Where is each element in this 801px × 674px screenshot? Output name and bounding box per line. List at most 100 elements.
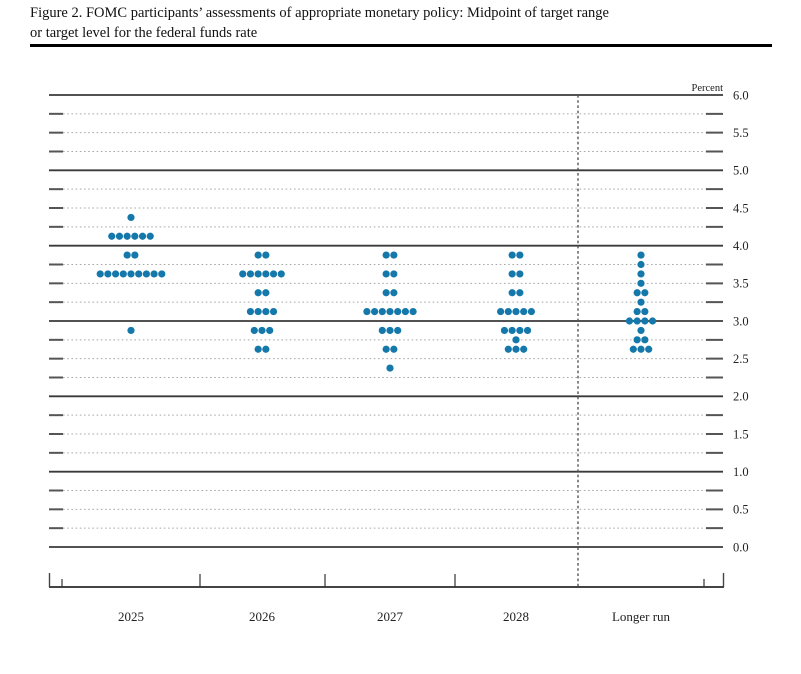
projection-dot-2027-2.875 (394, 326, 402, 335)
percent-axis-label: Percent (692, 83, 724, 94)
projection-dot-2028-3.125 (512, 307, 520, 316)
projection-dot-longer-run-3.75 (637, 260, 645, 269)
projection-dot-longer-run-2.625 (645, 345, 653, 353)
projection-dot-2025-4.125 (115, 232, 124, 240)
projection-dot-2028-2.875 (516, 326, 524, 335)
y-tick-label-5.5: 5.5 (733, 126, 749, 140)
projection-dot-longer-run-3.375 (641, 289, 649, 297)
projection-dot-2026-3.625 (254, 270, 262, 278)
projection-dot-2026-3.625 (262, 270, 270, 278)
projection-dot-2025-4.125 (131, 232, 139, 240)
projection-dot-2026-3.125 (254, 307, 262, 316)
projection-dot-2027-3.125 (378, 307, 386, 316)
projection-dot-longer-run-3.625 (637, 270, 645, 278)
projection-dot-longer-run-3 (633, 317, 641, 325)
projection-dot-2027-3.125 (409, 307, 417, 316)
projection-dot-longer-run-2.625 (629, 345, 637, 353)
projection-dot-2025-2.875 (127, 326, 135, 335)
y-tick-label-6.0: 6.0 (733, 88, 749, 102)
figure-title-line2: or target level for the federal funds ra… (30, 24, 258, 41)
projection-dot-2025-3.625 (104, 270, 112, 278)
projection-dot-longer-run-2.625 (637, 345, 645, 353)
y-tick-label-2.0: 2.0 (733, 390, 749, 404)
projection-dot-2028-3.875 (516, 251, 524, 259)
projection-dot-2027-2.875 (386, 326, 394, 335)
x-category-label-2026: 2026 (249, 609, 276, 624)
projection-dot-longer-run-3 (648, 317, 657, 325)
projection-dot-2025-3.625 (142, 270, 150, 278)
dot-column-2026 (239, 251, 285, 353)
projection-dot-2025-3.625 (135, 270, 143, 278)
projection-dot-2026-3.625 (239, 270, 247, 278)
projection-dot-2028-3.125 (520, 307, 528, 316)
projection-dot-2026-3.125 (269, 307, 278, 316)
projection-dot-2025-3.625 (112, 270, 120, 278)
projection-dot-2028-2.625 (512, 345, 520, 353)
projection-dot-2027-3.875 (382, 251, 390, 259)
title-divider-rule (30, 44, 772, 47)
y-tick-label-1.5: 1.5 (733, 427, 749, 441)
projection-dot-2025-3.875 (123, 251, 131, 259)
projection-dot-2027-3.375 (382, 289, 390, 297)
projection-dot-2026-3.625 (269, 270, 278, 278)
projection-dot-2028-3.625 (516, 270, 524, 278)
dot-column-2025 (96, 213, 166, 335)
y-tick-label-0.5: 0.5 (733, 503, 749, 517)
projection-dot-2026-2.875 (250, 326, 258, 335)
y-tick-label-4.5: 4.5 (733, 201, 749, 215)
projection-dot-longer-run-2.875 (637, 326, 645, 335)
projection-dot-2028-3.625 (508, 270, 516, 278)
projection-dot-2025-4.125 (138, 232, 147, 240)
projection-dot-2025-4.125 (108, 232, 116, 240)
projection-dot-2026-3.625 (246, 270, 255, 278)
projection-dot-2027-3.875 (390, 251, 398, 259)
x-category-label-longer-run: Longer run (612, 609, 671, 624)
y-tick-label-0.0: 0.0 (733, 540, 749, 554)
projection-dot-longer-run-3.875 (637, 251, 645, 259)
projection-dot-2028-3.125 (527, 307, 536, 316)
y-tick-label-3.5: 3.5 (733, 277, 749, 291)
figure-title-line1: Figure 2. FOMC participants’ assessments… (30, 5, 609, 21)
x-category-label-2025: 2025 (118, 609, 144, 624)
projection-dot-2026-2.875 (258, 326, 266, 335)
projection-dot-2027-2.875 (378, 326, 386, 335)
projection-dot-2025-3.625 (150, 270, 158, 278)
x-category-label-2027: 2027 (377, 609, 404, 624)
y-tick-label-4.0: 4.0 (733, 239, 749, 253)
projection-dot-2027-3.125 (363, 307, 371, 316)
projection-dot-2027-3.125 (371, 307, 379, 316)
projection-dot-2028-3.875 (508, 251, 516, 259)
projection-dot-2027-3.125 (394, 307, 402, 316)
projection-dot-2027-2.375 (386, 364, 394, 372)
projection-dot-2025-3.875 (131, 251, 139, 259)
projection-dot-2025-4.375 (127, 213, 135, 222)
projection-dot-2026-3.875 (262, 251, 270, 259)
projection-dot-2026-2.625 (262, 345, 270, 353)
projection-dot-2025-3.625 (127, 270, 135, 278)
projection-dot-2026-3.875 (254, 251, 262, 259)
projection-dot-longer-run-3.5 (637, 279, 645, 287)
projection-dot-2027-3.625 (382, 270, 390, 278)
projection-dot-2028-3.125 (504, 307, 512, 316)
y-tick-label-2.5: 2.5 (733, 352, 749, 366)
projection-dot-2028-3.375 (516, 289, 524, 297)
projection-dot-longer-run-3.25 (637, 298, 645, 306)
dot-column-2028 (497, 251, 536, 353)
projection-dot-2025-4.125 (123, 232, 131, 240)
y-tick-label-1.0: 1.0 (733, 465, 749, 479)
projection-dot-2026-3.625 (277, 270, 285, 278)
projection-dot-longer-run-3.375 (633, 289, 641, 297)
projection-dot-longer-run-3 (625, 317, 634, 325)
projection-dot-2027-3.375 (390, 289, 398, 297)
projection-dot-2028-3.375 (508, 289, 516, 297)
projection-dot-longer-run-2.75 (633, 336, 641, 344)
projection-dot-2027-2.625 (390, 345, 398, 353)
projection-dot-2027-3.125 (386, 307, 394, 316)
projection-dot-2026-3.375 (254, 289, 262, 297)
projection-dot-2027-2.625 (382, 345, 390, 353)
projection-dot-2028-2.875 (523, 326, 532, 335)
projection-dot-2026-2.625 (254, 345, 262, 353)
projection-dot-2026-2.875 (266, 326, 274, 335)
